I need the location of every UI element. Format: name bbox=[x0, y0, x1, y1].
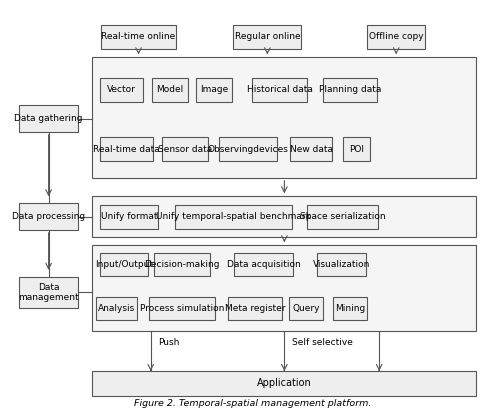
FancyBboxPatch shape bbox=[92, 245, 476, 331]
Text: Query: Query bbox=[292, 304, 320, 313]
FancyBboxPatch shape bbox=[150, 297, 215, 321]
Text: Real-time data: Real-time data bbox=[93, 145, 160, 154]
Text: Mining: Mining bbox=[335, 304, 365, 313]
Text: Historical data: Historical data bbox=[246, 85, 312, 95]
Text: Offline copy: Offline copy bbox=[369, 33, 424, 41]
Text: Regular online: Regular online bbox=[234, 33, 300, 41]
Text: Data processing: Data processing bbox=[12, 212, 85, 221]
Text: Planning data: Planning data bbox=[319, 85, 381, 95]
Text: Data acquisition: Data acquisition bbox=[226, 260, 300, 269]
Text: Sensor data: Sensor data bbox=[158, 145, 212, 154]
Text: Visualization: Visualization bbox=[312, 260, 370, 269]
Text: Space serialization: Space serialization bbox=[300, 212, 386, 221]
FancyBboxPatch shape bbox=[101, 25, 176, 49]
FancyBboxPatch shape bbox=[100, 78, 144, 102]
Text: Figure 2. Temporal-spatial management platform.: Figure 2. Temporal-spatial management pl… bbox=[134, 399, 372, 408]
Text: Application: Application bbox=[257, 378, 312, 388]
FancyBboxPatch shape bbox=[100, 253, 148, 276]
Text: New data: New data bbox=[290, 145, 333, 154]
FancyBboxPatch shape bbox=[175, 205, 292, 229]
FancyBboxPatch shape bbox=[234, 253, 292, 276]
Text: Meta register: Meta register bbox=[225, 304, 286, 313]
Text: POI: POI bbox=[349, 145, 364, 154]
FancyBboxPatch shape bbox=[228, 297, 282, 321]
Text: Image: Image bbox=[200, 85, 228, 95]
FancyBboxPatch shape bbox=[290, 137, 332, 161]
FancyBboxPatch shape bbox=[96, 297, 138, 321]
FancyBboxPatch shape bbox=[92, 57, 476, 178]
FancyBboxPatch shape bbox=[162, 137, 208, 161]
FancyBboxPatch shape bbox=[100, 205, 158, 229]
FancyBboxPatch shape bbox=[334, 297, 366, 321]
FancyBboxPatch shape bbox=[324, 78, 376, 102]
FancyBboxPatch shape bbox=[196, 78, 232, 102]
FancyBboxPatch shape bbox=[343, 137, 369, 161]
FancyBboxPatch shape bbox=[234, 25, 302, 49]
FancyBboxPatch shape bbox=[152, 78, 188, 102]
Text: Data
management: Data management bbox=[18, 283, 79, 302]
Text: Unify temporal-spatial benchmark: Unify temporal-spatial benchmark bbox=[156, 212, 311, 221]
FancyBboxPatch shape bbox=[92, 371, 476, 396]
FancyBboxPatch shape bbox=[20, 277, 78, 308]
Text: Data gathering: Data gathering bbox=[14, 114, 83, 123]
FancyBboxPatch shape bbox=[317, 253, 366, 276]
FancyBboxPatch shape bbox=[154, 253, 210, 276]
Text: Real-time online: Real-time online bbox=[102, 33, 176, 41]
Text: Unify format: Unify format bbox=[100, 212, 157, 221]
FancyBboxPatch shape bbox=[92, 196, 476, 237]
FancyBboxPatch shape bbox=[289, 297, 324, 321]
FancyBboxPatch shape bbox=[20, 106, 78, 132]
FancyBboxPatch shape bbox=[308, 205, 378, 229]
Text: Analysis: Analysis bbox=[98, 304, 136, 313]
FancyBboxPatch shape bbox=[100, 137, 153, 161]
Text: Push: Push bbox=[158, 338, 180, 347]
Text: Self selective: Self selective bbox=[292, 338, 352, 347]
Text: Process simulation: Process simulation bbox=[140, 304, 224, 313]
FancyBboxPatch shape bbox=[20, 203, 78, 230]
Text: Observingdevices: Observingdevices bbox=[208, 145, 288, 154]
FancyBboxPatch shape bbox=[219, 137, 277, 161]
FancyBboxPatch shape bbox=[252, 78, 308, 102]
FancyBboxPatch shape bbox=[367, 25, 426, 49]
Text: Decision-making: Decision-making bbox=[144, 260, 220, 269]
Text: Model: Model bbox=[156, 85, 184, 95]
Text: Vector: Vector bbox=[107, 85, 136, 95]
Text: Input/Output: Input/Output bbox=[95, 260, 153, 269]
